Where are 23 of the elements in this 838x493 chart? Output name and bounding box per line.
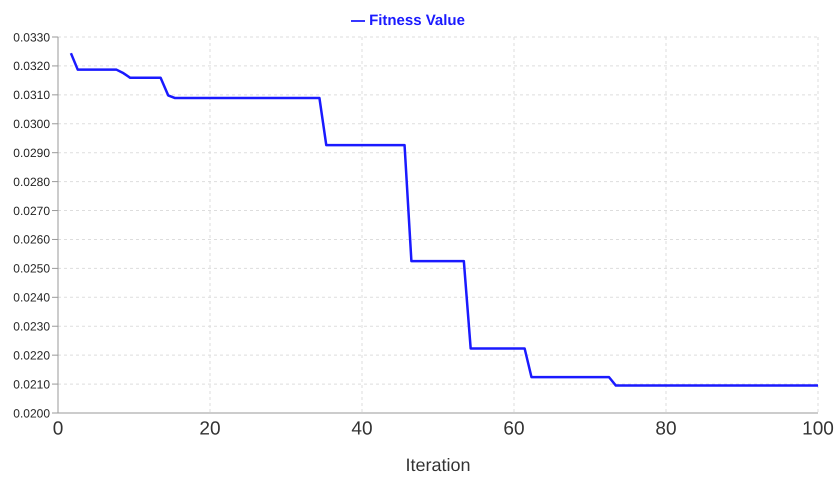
y-tick-label: 0.0200 [13,406,50,420]
y-tick-label: 0.0320 [13,59,50,74]
y-tick-label: 0.0330 [13,30,50,44]
y-tick-label: 0.0310 [13,88,50,102]
x-tick-label: 60 [503,418,525,440]
x-tick-label: 80 [655,418,677,440]
y-tick-label: 0.0280 [13,174,50,189]
x-tick-label: 0 [52,418,64,440]
x-tick-label: 100 [802,418,834,440]
y-tick-label: 0.0210 [13,377,50,392]
y-tick-label: 0.0260 [13,232,50,247]
y-tick-label: 0.0220 [13,348,50,362]
y-tick-label: 0.0270 [13,204,50,218]
legend-label: Fitness Value [369,12,465,29]
line-series [70,52,818,387]
y-tick-label: 0.0240 [13,290,50,305]
y-tick-label: 0.0290 [13,146,50,160]
x-axis-title: Iteration [405,455,471,475]
x-tick-label: 40 [351,418,373,440]
y-tick-label: 0.0300 [13,117,50,132]
y-tick-label: 0.0250 [13,262,50,276]
y-tick-label: 0.0230 [13,319,50,334]
x-tick-label: 20 [199,418,221,440]
